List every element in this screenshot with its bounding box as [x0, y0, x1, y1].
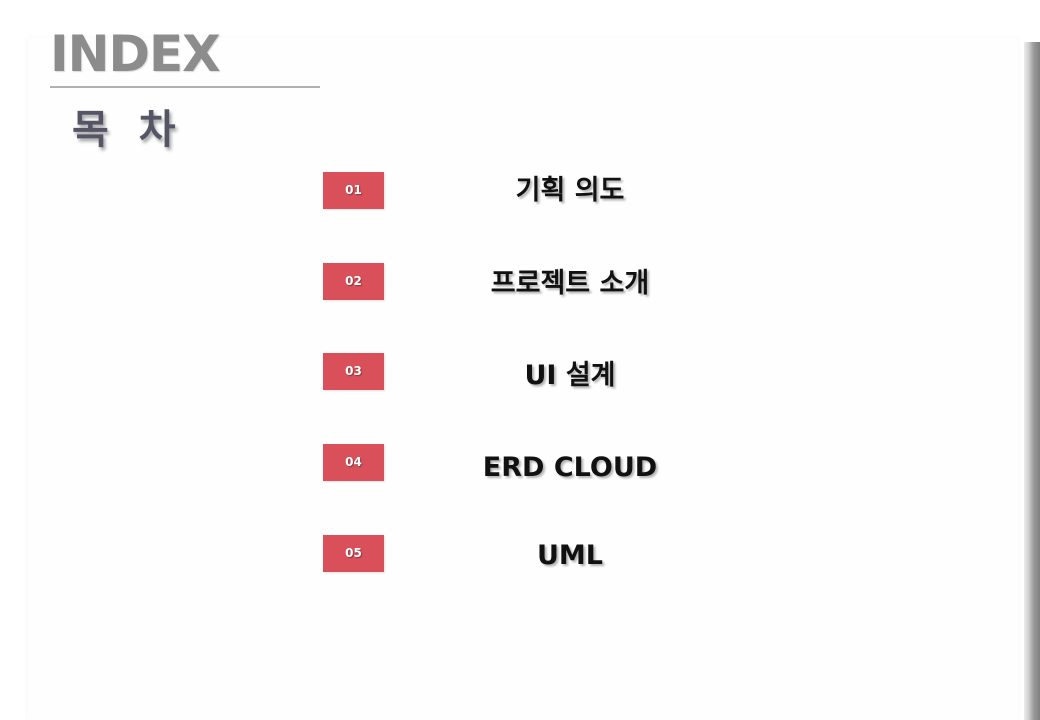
toc-item[interactable]: 04 ERD CLOUD	[320, 444, 820, 484]
toc-item-label: 프로젝트 소개	[490, 268, 650, 299]
toc-item-number-badge: 04	[323, 444, 384, 481]
index-title: INDEX	[50, 25, 221, 83]
toc-item[interactable]: 02 프로젝트 소개	[320, 263, 820, 303]
toc-item-label: UI 설계	[524, 360, 616, 391]
toc-item-label: UML	[537, 540, 603, 571]
toc-item-number-badge: 02	[323, 263, 384, 300]
toc-item-number-badge: 01	[323, 172, 384, 209]
subtitle-table-of-contents: 목 차	[72, 107, 176, 153]
toc-item-label: 기획 의도	[515, 175, 625, 206]
title-underline	[50, 86, 320, 88]
toc-item-number-badge: 05	[323, 535, 384, 572]
toc-item-label: ERD CLOUD	[482, 452, 658, 483]
toc-item[interactable]: 05 UML	[320, 535, 820, 575]
slide-background	[28, 38, 1018, 720]
toc-item[interactable]: 01 기획 의도	[320, 172, 820, 212]
toc-item[interactable]: 03 UI 설계	[320, 353, 820, 393]
toc-item-number-badge: 03	[323, 353, 384, 390]
slide-edge-shadow	[1024, 42, 1040, 720]
